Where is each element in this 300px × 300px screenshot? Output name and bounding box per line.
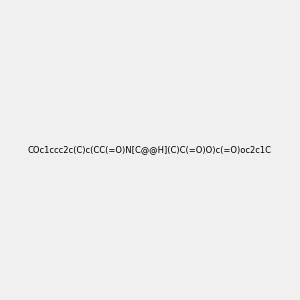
Text: COc1ccc2c(C)c(CC(=O)N[C@@H](C)C(=O)O)c(=O)oc2c1C: COc1ccc2c(C)c(CC(=O)N[C@@H](C)C(=O)O)c(=…	[28, 146, 272, 154]
